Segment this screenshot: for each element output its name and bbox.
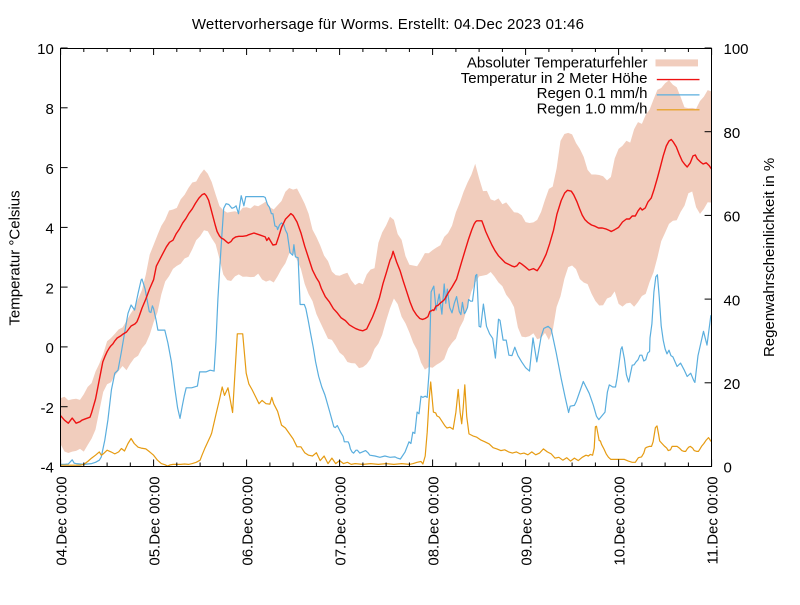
svg-text:Regen 0.1 mm/h: Regen 0.1 mm/h <box>537 85 648 102</box>
svg-text:Absoluter Temperaturfehler: Absoluter Temperaturfehler <box>467 54 648 71</box>
svg-text:Temperatur °Celsius: Temperatur °Celsius <box>7 190 24 325</box>
svg-text:0: 0 <box>724 460 732 477</box>
svg-text:05.Dec 00:00: 05.Dec 00:00 <box>146 476 163 565</box>
svg-text:07.Dec 00:00: 07.Dec 00:00 <box>332 476 349 565</box>
svg-text:Temperatur in 2 Meter Höhe: Temperatur in 2 Meter Höhe <box>461 70 648 87</box>
svg-text:10: 10 <box>37 41 54 58</box>
svg-text:20: 20 <box>724 376 741 393</box>
svg-text:2: 2 <box>45 280 53 297</box>
svg-text:Regen 1.0 mm/h: Regen 1.0 mm/h <box>537 101 648 118</box>
svg-text:10.Dec 00:00: 10.Dec 00:00 <box>611 476 628 565</box>
svg-text:40: 40 <box>724 292 741 309</box>
svg-text:0: 0 <box>45 340 53 357</box>
svg-text:60: 60 <box>724 209 741 226</box>
svg-text:Wettervorhersage für Worms. Er: Wettervorhersage für Worms. Erstellt: 04… <box>192 16 584 33</box>
svg-text:-2: -2 <box>40 400 53 417</box>
svg-text:80: 80 <box>724 125 741 142</box>
svg-text:04.Dec 00:00: 04.Dec 00:00 <box>53 476 70 565</box>
svg-text:06.Dec 00:00: 06.Dec 00:00 <box>239 476 256 565</box>
svg-text:Regenwahrscheinlichkeit in %: Regenwahrscheinlichkeit in % <box>761 158 778 357</box>
svg-text:08.Dec 00:00: 08.Dec 00:00 <box>425 476 442 565</box>
svg-text:4: 4 <box>45 221 53 238</box>
svg-text:11.Dec 00:00: 11.Dec 00:00 <box>704 476 721 564</box>
svg-text:-4: -4 <box>40 460 53 477</box>
svg-text:100: 100 <box>724 41 749 58</box>
svg-text:8: 8 <box>45 101 53 118</box>
svg-text:09.Dec 00:00: 09.Dec 00:00 <box>518 476 535 565</box>
svg-text:6: 6 <box>45 161 53 178</box>
